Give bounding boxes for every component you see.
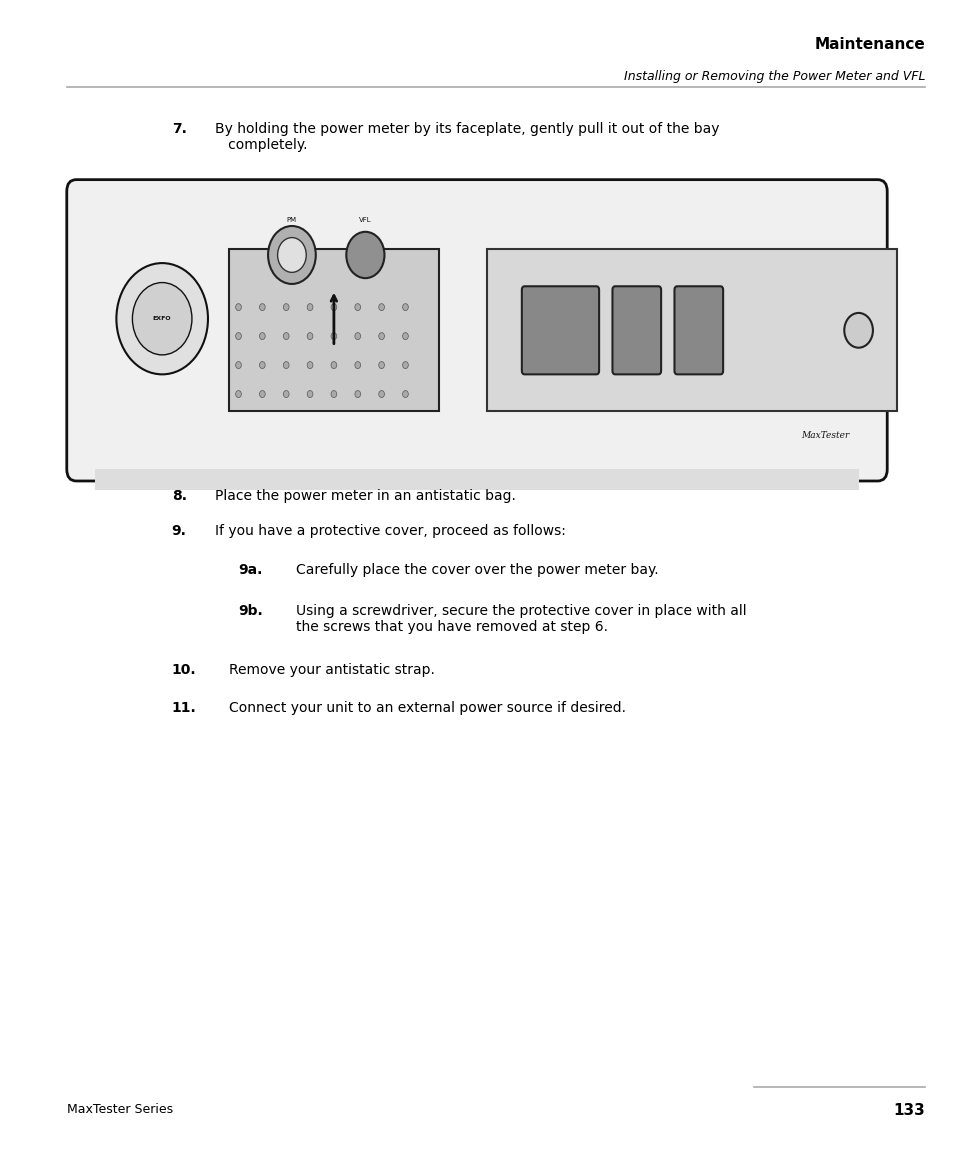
Text: Carefully place the cover over the power meter bay.: Carefully place the cover over the power… [295,563,658,577]
Circle shape [843,313,872,348]
Circle shape [331,304,336,311]
Circle shape [283,304,289,311]
Circle shape [283,333,289,340]
Circle shape [402,304,408,311]
Circle shape [331,391,336,398]
Text: 7.: 7. [172,122,187,136]
Circle shape [277,238,306,272]
Text: Connect your unit to an external power source if desired.: Connect your unit to an external power s… [229,701,625,715]
Circle shape [259,362,265,369]
FancyBboxPatch shape [67,180,886,481]
Text: Installing or Removing the Power Meter and VFL: Installing or Removing the Power Meter a… [623,70,924,82]
Circle shape [235,391,241,398]
Bar [95,469,858,490]
FancyBboxPatch shape [674,286,722,374]
Circle shape [378,304,384,311]
Circle shape [355,391,360,398]
Text: Using a screwdriver, secure the protective cover in place with all
the screws th: Using a screwdriver, secure the protecti… [295,604,745,634]
Circle shape [116,263,208,374]
Circle shape [402,362,408,369]
Text: VFL: VFL [358,217,372,224]
Circle shape [402,333,408,340]
Text: If you have a protective cover, proceed as follows:: If you have a protective cover, proceed … [214,524,565,538]
Circle shape [259,304,265,311]
Circle shape [283,362,289,369]
Bar [229,249,438,411]
Text: 133: 133 [893,1103,924,1118]
Text: MaxTester Series: MaxTester Series [67,1103,172,1116]
Circle shape [283,391,289,398]
Circle shape [307,333,313,340]
Circle shape [378,391,384,398]
Circle shape [346,232,384,278]
Circle shape [307,362,313,369]
Circle shape [307,304,313,311]
Text: PM: PM [287,217,296,224]
Text: 9.: 9. [172,524,187,538]
Text: Maintenance: Maintenance [814,37,924,52]
Circle shape [402,391,408,398]
Text: 9b.: 9b. [238,604,263,618]
Text: Remove your antistatic strap.: Remove your antistatic strap. [229,663,435,677]
Circle shape [355,333,360,340]
Circle shape [259,333,265,340]
Circle shape [235,333,241,340]
Circle shape [268,226,315,284]
Circle shape [132,283,192,355]
Bar [486,249,896,411]
FancyBboxPatch shape [612,286,660,374]
Text: By holding the power meter by its faceplate, gently pull it out of the bay
   co: By holding the power meter by its facepl… [214,122,719,152]
Circle shape [355,362,360,369]
Circle shape [259,391,265,398]
Text: EXFO: EXFO [152,316,172,321]
Text: Place the power meter in an antistatic bag.: Place the power meter in an antistatic b… [214,489,515,503]
Text: 11.: 11. [172,701,196,715]
Text: MaxTester: MaxTester [800,431,848,440]
FancyBboxPatch shape [521,286,598,374]
Text: 8.: 8. [172,489,187,503]
Circle shape [235,362,241,369]
Circle shape [355,304,360,311]
Circle shape [235,304,241,311]
Text: 10.: 10. [172,663,196,677]
Circle shape [331,333,336,340]
Circle shape [307,391,313,398]
Circle shape [378,333,384,340]
Circle shape [378,362,384,369]
Text: 9a.: 9a. [238,563,263,577]
Circle shape [331,362,336,369]
